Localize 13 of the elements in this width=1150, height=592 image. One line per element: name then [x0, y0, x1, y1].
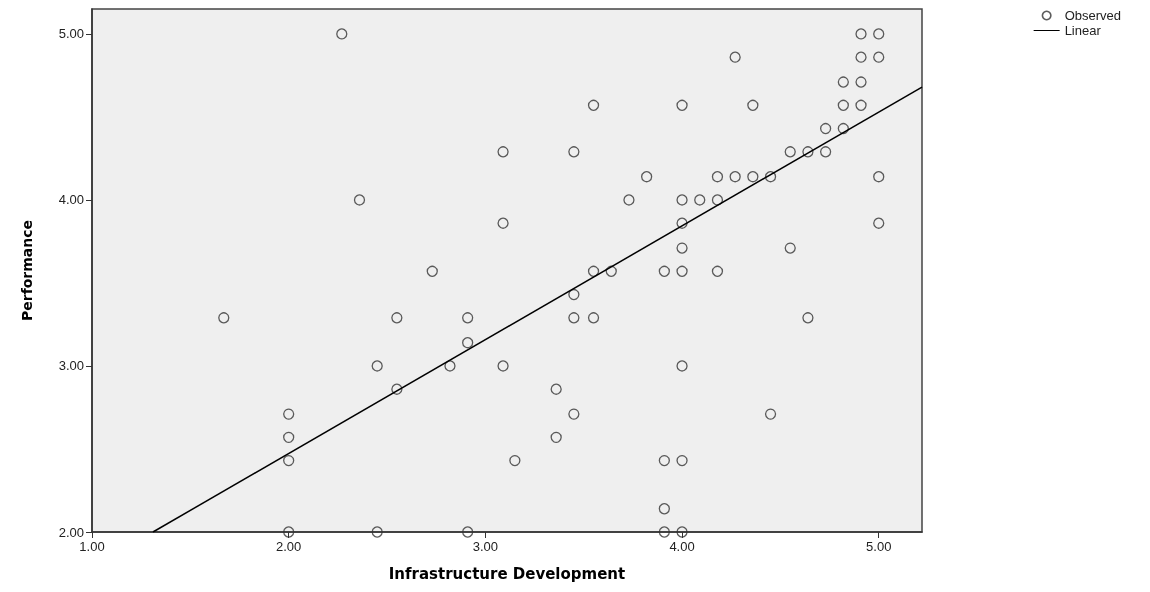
x-tick-label: 1.00 [79, 539, 105, 554]
y-tick-label: 4.00 [58, 192, 84, 208]
legend-label: Observed [1064, 8, 1122, 23]
x-tick-label: 2.00 [276, 539, 302, 554]
y-axis-title: Performance [19, 219, 35, 322]
x-tick-label: 4.00 [669, 539, 695, 554]
y-tick-label: 5.00 [58, 26, 84, 42]
x-tick-label: 5.00 [866, 539, 892, 554]
y-tick-label: 3.00 [58, 358, 84, 374]
legend-label: Linear [1064, 23, 1102, 38]
x-tick-label: 3.00 [472, 539, 499, 554]
y-tick-label: 2.00 [58, 524, 84, 540]
x-axis-title: Infrastructure Development [388, 564, 626, 583]
